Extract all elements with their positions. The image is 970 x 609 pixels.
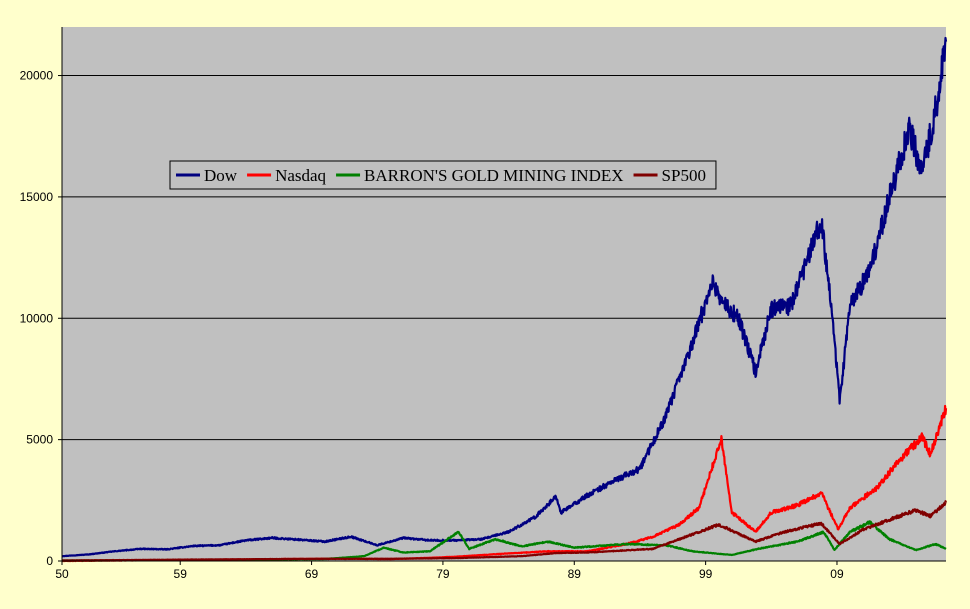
y-tick-label: 15000 — [20, 190, 54, 204]
x-tick-label: 59 — [174, 567, 188, 581]
grid-lines — [62, 75, 946, 441]
y-tick-label: 5000 — [26, 433, 53, 447]
y-tick-label: 10000 — [20, 311, 54, 325]
y-tick-label: 0 — [46, 554, 53, 568]
series-lines — [61, 36, 948, 563]
x-tick-label: 89 — [568, 567, 582, 581]
x-tick-label: 79 — [436, 567, 450, 581]
plot-background — [62, 27, 946, 561]
y-tick-label: 20000 — [20, 69, 54, 83]
series-line-dow — [61, 36, 948, 558]
x-tick-label: 09 — [830, 567, 844, 581]
legend: Dow Nasdaq BARRON'S GOLD MINING INDEX SP500 — [169, 160, 717, 190]
x-tick-label: 69 — [305, 567, 319, 581]
legend-label: SP500 — [662, 166, 706, 185]
x-tick-label: 99 — [699, 567, 713, 581]
axes: 0 5000 10000 15000 20000 50 59 69 79 89 99 09 — [20, 27, 946, 581]
legend-label: Nasdaq — [275, 166, 326, 185]
x-tick-label: 50 — [55, 567, 69, 581]
legend-label: Dow — [204, 166, 238, 185]
series-line-sp500 — [61, 500, 948, 562]
legend-label: BARRON'S GOLD MINING INDEX — [364, 166, 623, 185]
